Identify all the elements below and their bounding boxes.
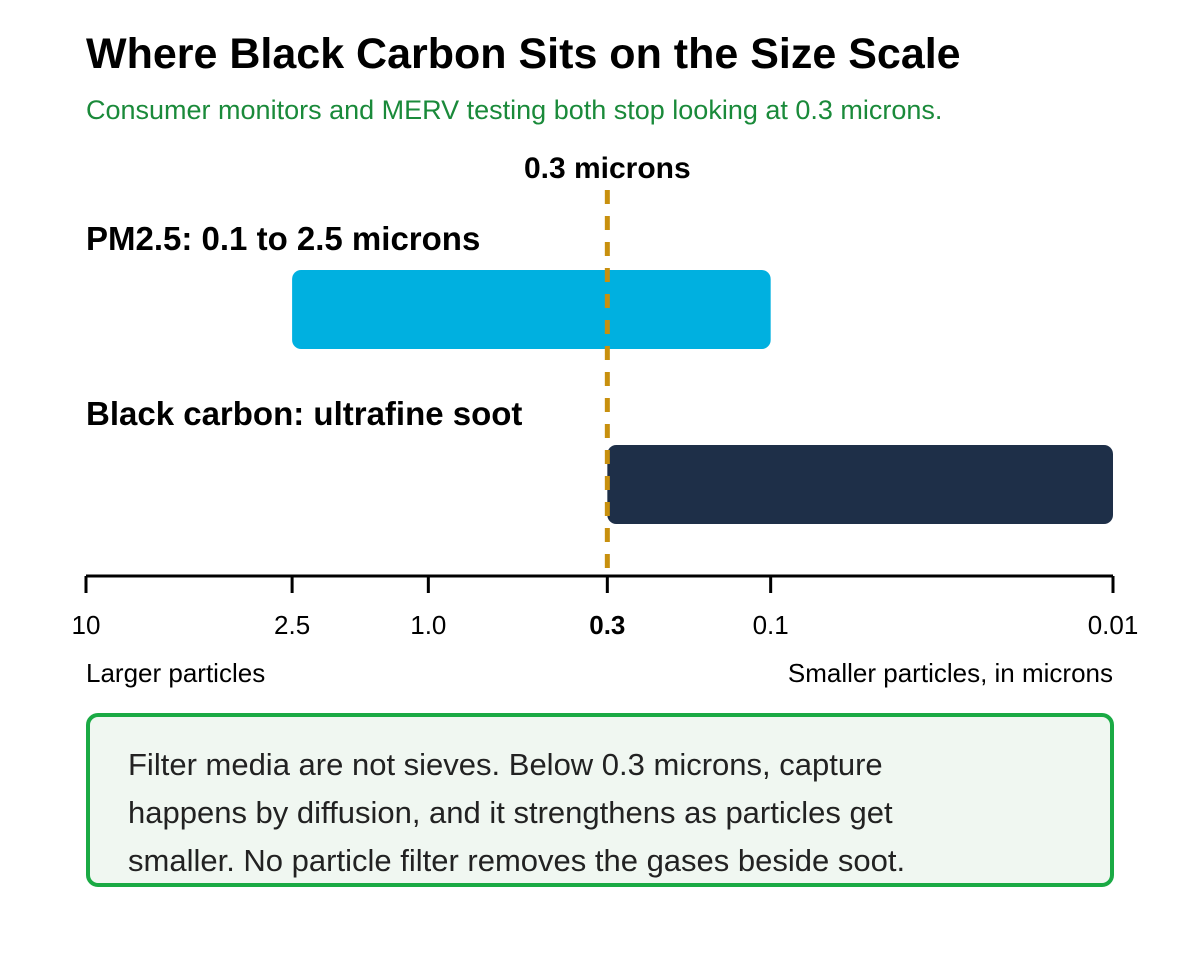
x-tick-label-0-01: 0.01 — [1088, 610, 1139, 640]
bars-layer: PM2.5: 0.1 to 2.5 microns Black carbon: u… — [86, 220, 1113, 524]
chart-title: Where Black Carbon Sits on the Size Scal… — [86, 30, 961, 78]
bar-pm2-5-0-1-to-2-5-microns — [292, 270, 771, 349]
bar-label-pm2-5-0-1-to-2-5-microns: PM2.5: 0.1 to 2.5 microns — [86, 220, 480, 257]
x-tick-label-2-5: 2.5 — [274, 610, 310, 640]
x-tick-label-10: 10 — [72, 610, 101, 640]
chart-subtitle: Consumer monitors and MERV testing both … — [86, 95, 942, 125]
x-tick-label-0-3: 0.3 — [589, 610, 625, 640]
bar-black-carbon-ultrafine-soot — [607, 445, 1113, 524]
x-tick-label-1-0: 1.0 — [410, 610, 446, 640]
reference-line-label: 0.3 microns — [524, 152, 691, 185]
x-axis-label-smaller: Smaller particles, in microns — [788, 658, 1113, 688]
annotation-box: Filter media are not sieves. Below 0.3 m… — [86, 713, 1114, 887]
x-axis-label-larger: Larger particles — [86, 658, 265, 688]
annotation-text: Filter media are not sieves. Below 0.3 m… — [128, 747, 906, 878]
reference-line-layer: 0.3 microns — [524, 152, 691, 576]
x-tick-label-0-1: 0.1 — [753, 610, 789, 640]
bar-label-black-carbon-ultrafine-soot: Black carbon: ultrafine soot — [86, 395, 522, 432]
x-axis: 10 2.5 1.0 0.3 0.1 0.01 — [72, 574, 1139, 640]
